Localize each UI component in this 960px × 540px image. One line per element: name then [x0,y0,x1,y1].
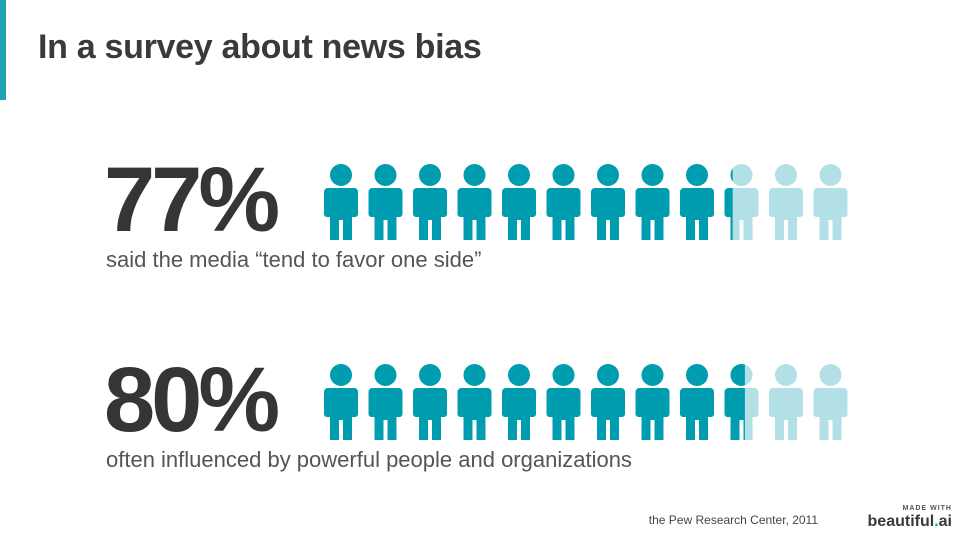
stat-caption: said the media “tend to favor one side” [106,247,482,272]
person-icon [591,164,625,240]
person-icon [724,364,759,440]
person-icon [457,364,492,440]
person-icon [680,164,714,240]
person-icon [324,164,358,240]
person-icon [769,164,803,240]
person-icon-graphic [324,164,848,240]
source-citation: the Pew Research Center, 2011 [648,513,818,527]
person-icon [813,164,848,240]
person-icon [413,364,447,440]
person-icon [769,364,803,440]
person-icon [813,364,848,440]
person-icon [546,164,581,240]
brand-tagline: MADE WITH [902,505,952,512]
person-icon [368,164,403,240]
person-icon [680,364,714,440]
person-icon [324,364,358,440]
person-icon-row [324,364,854,440]
person-icon [724,164,759,240]
person-icon [502,164,536,240]
person-icon [635,164,670,240]
person-icon [635,364,670,440]
person-icon [413,164,447,240]
person-icon [502,364,536,440]
person-icon-row [324,164,854,240]
person-icon [546,364,581,440]
slide-title: In a survey about news bias [38,28,482,66]
stat-value: 77% [104,149,280,251]
person-icon [591,364,625,440]
person-icon [457,164,492,240]
brand-name: beautiful.ai [867,513,952,530]
brand-logo: MADE WITH beautiful.ai [866,505,952,533]
person-icon [368,364,403,440]
stat-caption: often influenced by powerful people and … [106,447,632,472]
accent-bar [0,0,6,100]
stat-value: 80% [104,349,280,451]
person-icon-graphic [324,364,848,440]
